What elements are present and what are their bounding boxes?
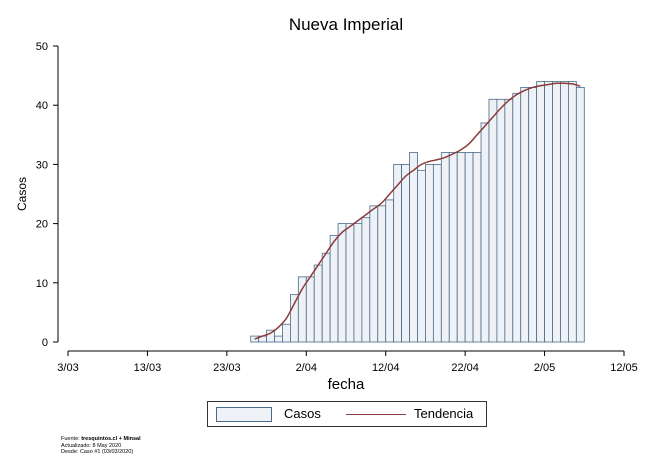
bar-8 xyxy=(313,264,323,343)
bar-26 xyxy=(456,152,466,343)
bar-22 xyxy=(425,163,434,343)
bar-27 xyxy=(464,152,474,343)
x-tick-label-0: 3/03 xyxy=(57,362,78,374)
source-name: tresquintos.cl + Minsal xyxy=(81,436,141,442)
chart-title: Nueva Imperial xyxy=(289,15,403,34)
bar-41 xyxy=(575,87,585,343)
bar-5 xyxy=(289,294,299,343)
bar-37 xyxy=(544,81,553,343)
bar-33 xyxy=(512,92,522,343)
bar-18 xyxy=(393,163,402,343)
legend: Casos Tendencia xyxy=(207,401,487,427)
x-tick-label-2: 23/03 xyxy=(213,362,241,374)
y-axis-label: Casos xyxy=(15,177,29,211)
x-ticks: 3/03 13/03 23/03 2/04 12/04 22/04 2/05 12/05 xyxy=(57,351,638,374)
legend-trend-swatch xyxy=(346,414,406,415)
bar-4 xyxy=(282,323,291,343)
bar-10 xyxy=(329,235,339,343)
bar-35 xyxy=(528,87,538,343)
bar-28 xyxy=(472,152,482,343)
bar-9 xyxy=(321,252,331,343)
bar-20 xyxy=(409,152,418,343)
x-tick-label-3: 2/04 xyxy=(296,362,317,374)
bar-23 xyxy=(432,163,442,343)
bar-17 xyxy=(385,199,395,343)
trend-line xyxy=(254,82,581,340)
bar-31 xyxy=(496,98,506,343)
y-tick-label-5: 50 xyxy=(36,41,48,53)
y-ticks: 0 10 20 30 40 50 xyxy=(36,41,58,349)
x-tick-label-4: 12/04 xyxy=(372,362,400,374)
bar-38 xyxy=(552,81,561,343)
bar-14 xyxy=(361,217,371,343)
x-axis-label: fecha xyxy=(328,376,365,393)
source-prefix: Fuente: xyxy=(61,436,82,442)
bar-15 xyxy=(369,205,379,343)
bar-7 xyxy=(305,276,315,343)
since-note: Desde: Caso #1 (03/03/2020) xyxy=(61,449,134,455)
bar-30 xyxy=(488,98,498,343)
chart: Nueva Imperial Casos fecha 0 10 20 30 40 50 3… xyxy=(15,15,638,393)
y-tick-label-2: 20 xyxy=(36,219,48,231)
x-tick-label-6: 2/05 xyxy=(534,362,555,374)
bar-6 xyxy=(297,276,307,343)
y-tick-label-3: 30 xyxy=(36,159,48,171)
bar-0 xyxy=(250,335,260,343)
bar-12 xyxy=(345,223,355,343)
updated-note: Actualizado: 8 May 2020 xyxy=(61,442,122,449)
bar-40 xyxy=(568,81,577,343)
y-tick-label-1: 10 xyxy=(36,278,48,290)
y-tick-label-4: 40 xyxy=(36,100,48,112)
bar-32 xyxy=(504,98,514,343)
bar-24 xyxy=(440,152,450,343)
x-tick-label-1: 13/03 xyxy=(134,362,162,374)
y-tick-label-0: 0 xyxy=(42,337,48,349)
bar-19 xyxy=(401,163,410,343)
x-tick-label-7: 12/05 xyxy=(610,362,638,374)
bar-3 xyxy=(274,335,283,343)
bar-21 xyxy=(417,169,426,343)
source-note: Fuente: tresquintos.cl + Minsal Actualiz… xyxy=(61,436,141,456)
bar-16 xyxy=(377,205,387,343)
legend-casos-swatch xyxy=(216,407,272,422)
bar-11 xyxy=(337,223,347,343)
bars-group xyxy=(250,81,585,343)
x-tick-label-5: 22/04 xyxy=(451,362,479,374)
bar-29 xyxy=(480,122,490,343)
bar-36 xyxy=(536,81,545,343)
legend-trend-label: Tendencia xyxy=(414,406,474,421)
bar-34 xyxy=(520,87,530,343)
bar-13 xyxy=(353,223,363,343)
bar-25 xyxy=(448,152,458,343)
legend-casos-label: Casos xyxy=(284,406,321,421)
bar-39 xyxy=(560,81,569,343)
